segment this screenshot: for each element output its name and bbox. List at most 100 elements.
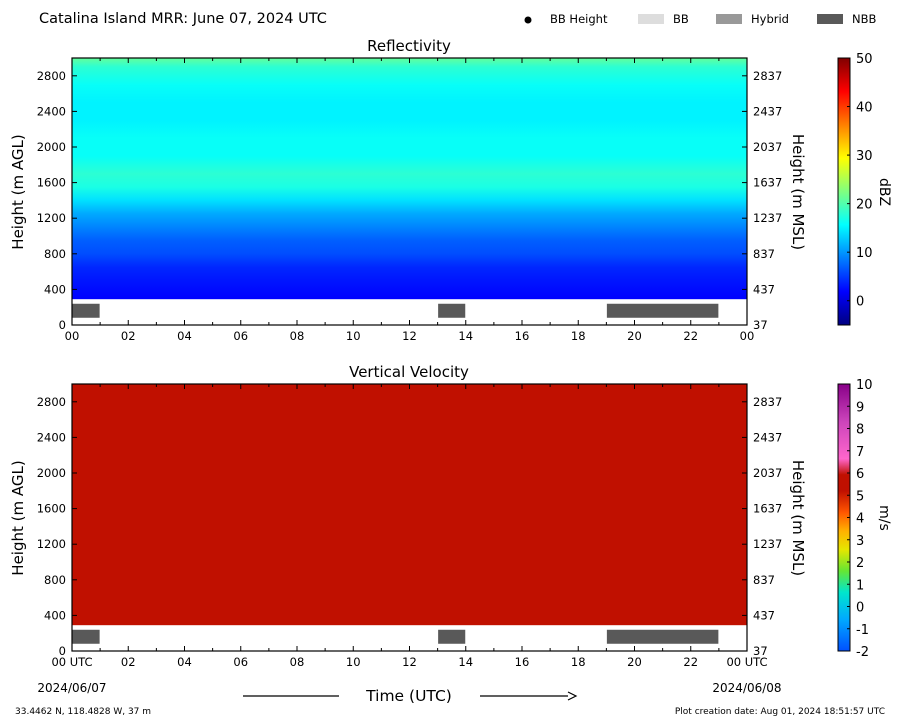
x-tick-label: 20 bbox=[627, 329, 642, 343]
colorbar-tick-label: 7 bbox=[856, 445, 864, 460]
velocity-colorbar-label: m/s bbox=[876, 505, 892, 531]
location-text: 33.4462 N, 118.4828 W, 37 m bbox=[15, 707, 151, 717]
figure-title: Catalina Island MRR: June 07, 2024 UTC bbox=[39, 11, 327, 27]
x-tick-label: 06 bbox=[233, 329, 248, 343]
y-tick-right-label: 37 bbox=[753, 318, 768, 332]
time-axis-label: Time (UTC) bbox=[365, 687, 452, 705]
x-tick-label: 22 bbox=[683, 655, 698, 669]
y-tick-label: 1200 bbox=[37, 211, 66, 225]
x-tick-label: 12 bbox=[402, 329, 417, 343]
y-tick-label: 800 bbox=[44, 247, 66, 261]
nbb-bar bbox=[438, 629, 466, 644]
y-tick-right-label: 1237 bbox=[753, 537, 782, 551]
y-tick-right-label: 2837 bbox=[753, 69, 782, 83]
legend-bb-height-marker bbox=[524, 16, 532, 24]
x-tick-label: 04 bbox=[177, 329, 192, 343]
x-tick-label: 06 bbox=[233, 655, 248, 669]
x-tick-label: 00 bbox=[740, 329, 755, 343]
velocity-ylabel: Height (m AGL) bbox=[9, 460, 27, 575]
x-tick-label: 04 bbox=[177, 655, 192, 669]
y-tick-label: 2000 bbox=[37, 466, 66, 480]
y-tick-right-label: 837 bbox=[753, 573, 775, 587]
y-tick-label: 1200 bbox=[37, 537, 66, 551]
reflectivity-ylabel-right: Height (m MSL) bbox=[789, 134, 807, 250]
nbb-bar bbox=[606, 303, 719, 318]
y-tick-right-label: 2837 bbox=[753, 395, 782, 409]
y-tick-label: 1600 bbox=[37, 502, 66, 516]
velocity-field bbox=[72, 384, 747, 626]
x-tick-label: 10 bbox=[346, 655, 361, 669]
y-tick-label: 0 bbox=[59, 644, 66, 658]
y-tick-label: 2400 bbox=[37, 430, 66, 444]
colorbar-gradient bbox=[837, 57, 851, 326]
colorbar-tick-label: 4 bbox=[856, 512, 864, 527]
y-tick-right-label: 2437 bbox=[753, 430, 782, 444]
colorbar-tick-label: 3 bbox=[856, 534, 864, 549]
x-tick-label: 00 UTC bbox=[726, 655, 767, 669]
x-tick-label: 16 bbox=[515, 329, 530, 343]
colorbar-tick-label: -1 bbox=[856, 623, 869, 638]
nbb-bar bbox=[606, 629, 719, 644]
colorbar-tick-label: 20 bbox=[856, 198, 873, 213]
velocity-ylabel-right: Height (m MSL) bbox=[789, 460, 807, 576]
legend-hybrid-label: Hybrid bbox=[751, 12, 789, 26]
header-legend: BB Height BB Hybrid NBB bbox=[524, 12, 876, 26]
colorbar-tick-label: 5 bbox=[856, 489, 864, 504]
y-tick-right-label: 2037 bbox=[753, 466, 782, 480]
velocity-colorbar: -2 -1 0 1 2 3 4 5 6 7 8 9 10 bbox=[837, 378, 873, 660]
y-tick-right-label: 837 bbox=[753, 247, 775, 261]
colorbar-tick-label: 0 bbox=[856, 295, 864, 310]
x-tick-label: 12 bbox=[402, 655, 417, 669]
colorbar-tick-label: 2 bbox=[856, 556, 864, 571]
x-tick-label: 00 UTC bbox=[51, 655, 92, 669]
reflectivity-colorbar-label: dBZ bbox=[876, 178, 892, 206]
x-tick-label: 02 bbox=[121, 655, 136, 669]
colorbar-tick-label: 0 bbox=[856, 601, 864, 616]
x-tick-label: 14 bbox=[458, 329, 473, 343]
y-tick-right-label: 437 bbox=[753, 282, 775, 296]
x-tick-label: 20 bbox=[627, 655, 642, 669]
x-tick-label: 08 bbox=[290, 655, 305, 669]
colorbar-tick-label: 1 bbox=[856, 578, 864, 593]
reflectivity-field bbox=[72, 58, 747, 300]
x-tick-label: 16 bbox=[515, 655, 530, 669]
colorbar-tick-label: 6 bbox=[856, 467, 864, 482]
y-tick-label: 0 bbox=[59, 318, 66, 332]
y-tick-label: 2800 bbox=[37, 395, 66, 409]
time-arrow-head bbox=[567, 691, 578, 701]
colorbar-tick-label: 10 bbox=[856, 378, 873, 393]
x-tick-label: 10 bbox=[346, 329, 361, 343]
legend-hybrid-swatch bbox=[716, 14, 742, 24]
creation-date-text: Plot creation date: Aug 01, 2024 18:51:5… bbox=[675, 707, 885, 717]
y-tick-right-label: 2037 bbox=[753, 140, 782, 154]
y-tick-right-label: 1237 bbox=[753, 211, 782, 225]
y-tick-label: 400 bbox=[44, 282, 66, 296]
colorbar-tick-label: 30 bbox=[856, 149, 873, 164]
legend-nbb-swatch bbox=[817, 14, 843, 24]
x-tick-label: 14 bbox=[458, 655, 473, 669]
y-tick-right-label: 37 bbox=[753, 644, 768, 658]
colorbar-tick-label: 50 bbox=[856, 52, 873, 67]
colorbar-tick-label: 40 bbox=[856, 101, 873, 116]
colorbar-tick-label: 8 bbox=[856, 423, 864, 438]
velocity-panel: 0 37 400 437 800 837 1200 1237 1600 1637 2000 2037 2… bbox=[37, 383, 782, 669]
y-tick-label: 1600 bbox=[37, 176, 66, 190]
y-tick-right-label: 1637 bbox=[753, 502, 782, 516]
x-tick-label: 08 bbox=[290, 329, 305, 343]
x-tick-label: 02 bbox=[121, 329, 136, 343]
nbb-bar bbox=[438, 303, 466, 318]
legend-bb-swatch bbox=[638, 14, 664, 24]
x-tick-label: 00 bbox=[65, 329, 80, 343]
x-tick-label: 18 bbox=[571, 655, 586, 669]
start-date: 2024/06/07 bbox=[37, 681, 106, 695]
y-tick-label: 800 bbox=[44, 573, 66, 587]
end-date: 2024/06/08 bbox=[712, 681, 781, 695]
colorbar-tick-label: -2 bbox=[856, 645, 869, 660]
legend-bb-height-label: BB Height bbox=[550, 12, 608, 26]
velocity-title: Vertical Velocity bbox=[349, 363, 469, 381]
y-tick-label: 400 bbox=[44, 608, 66, 622]
y-tick-right-label: 437 bbox=[753, 608, 775, 622]
legend-bb-label: BB bbox=[673, 12, 689, 26]
